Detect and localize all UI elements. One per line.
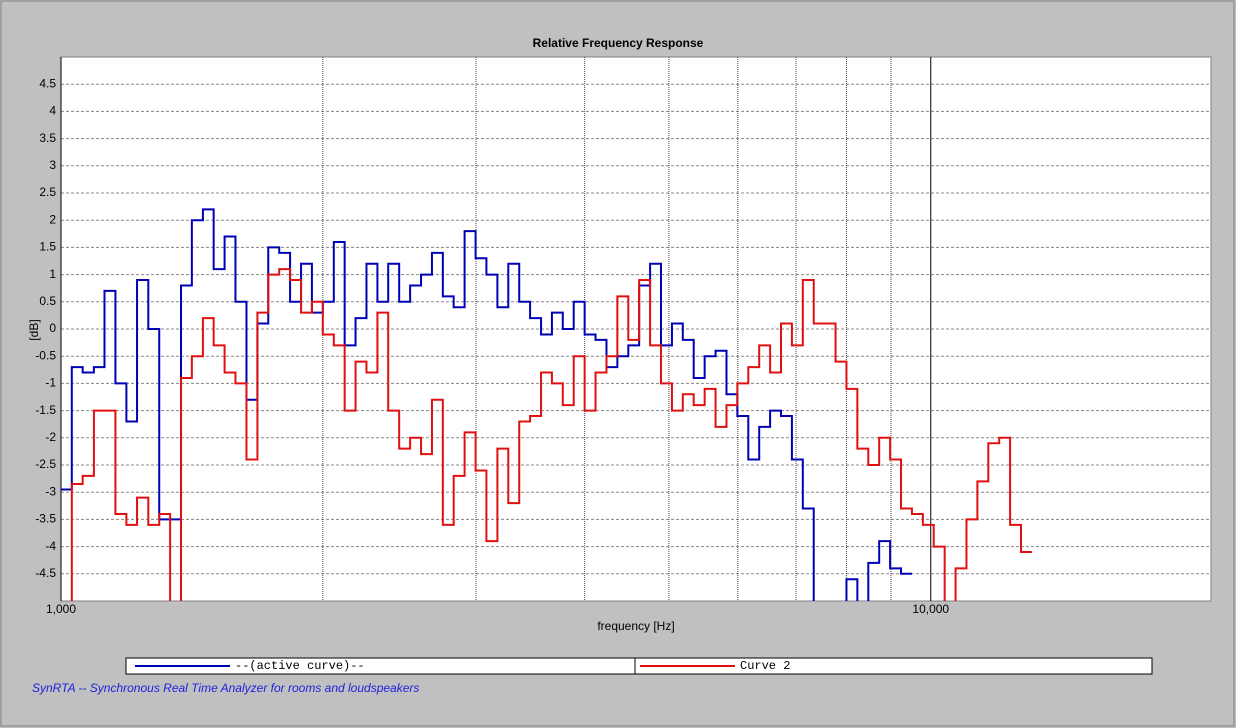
y-tick-label: -2 [45,430,56,444]
footer-text: SynRTA -- Synchronous Real Time Analyzer… [32,681,419,695]
x-tick-label: 10,000 [912,602,949,616]
legend [125,657,1153,675]
y-tick-label: 1 [49,267,56,281]
y-tick-label: -4.5 [35,566,56,580]
y-tick-label: -4 [45,539,56,553]
legend-label: --(active curve)-- [235,659,365,673]
y-tick-label: 3.5 [39,131,56,145]
y-tick-label: 3 [49,158,56,172]
x-axis-label: frequency [Hz] [597,619,674,633]
x-tick-label: 1,000 [46,602,76,616]
series-line [70,268,1032,601]
chart-title: Relative Frequency Response [533,36,704,50]
y-tick-label: -2.5 [35,457,56,471]
y-tick-label: 1.5 [39,240,56,254]
legend-label: Curve 2 [740,659,790,673]
y-tick-label: 4 [49,104,56,118]
y-tick-label: -1 [45,376,56,390]
y-tick-label: -1.5 [35,403,56,417]
series-line [61,208,912,601]
y-tick-label: 0 [49,321,56,335]
y-axis-label: [dB] [27,319,41,340]
y-tick-label: -3 [45,484,56,498]
y-tick-label: -3.5 [35,512,56,526]
y-tick-label: 2.5 [39,185,56,199]
y-tick-label: 0.5 [39,294,56,308]
y-tick-label: 4.5 [39,76,56,90]
y-tick-label: -0.5 [35,348,56,362]
y-tick-label: 2 [49,212,56,226]
